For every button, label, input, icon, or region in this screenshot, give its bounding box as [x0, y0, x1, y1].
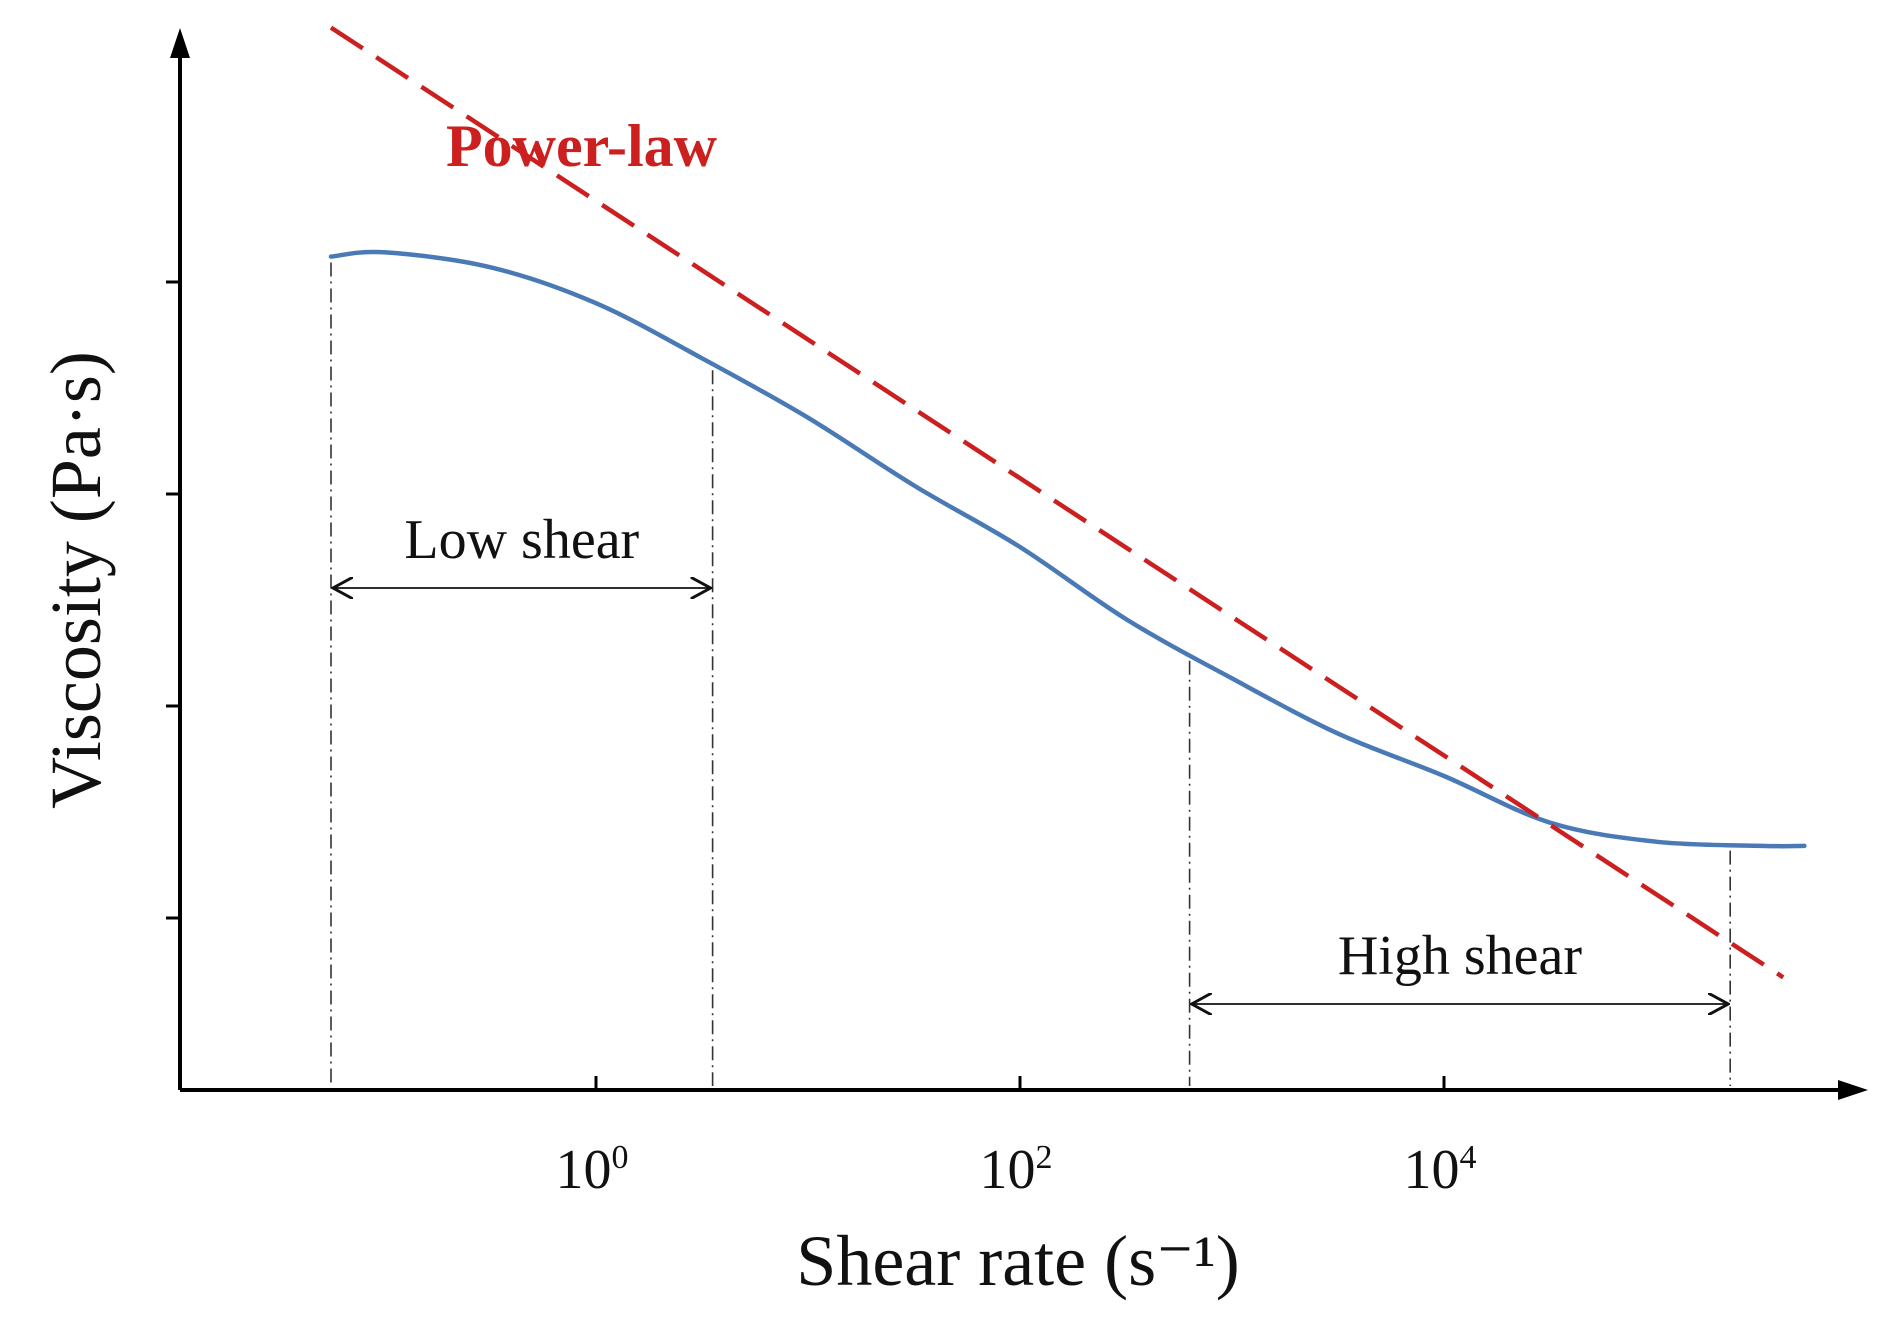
y-axis-title: Viscosity (Pa·s) — [36, 351, 116, 809]
x-tick-label: 100 — [556, 1139, 629, 1201]
power-law-label: Power-law — [446, 113, 718, 179]
x-axis-title: Shear rate (s⁻¹) — [796, 1221, 1239, 1301]
x-tick-label: 104 — [1404, 1139, 1477, 1201]
x-axis-arrowhead — [1838, 1080, 1868, 1100]
y-axis-ticks — [166, 280, 180, 920]
y-axis-arrowhead — [170, 28, 190, 58]
series-layer — [328, 25, 1807, 980]
viscosity-curve-line — [328, 249, 1807, 849]
power-law-line — [329, 25, 1785, 980]
region-guides — [330, 262, 1731, 1086]
x-axis-ticks: 100 102 104 — [556, 1076, 1477, 1201]
high-shear-label: High shear — [1338, 925, 1583, 987]
low-shear-label: Low shear — [404, 509, 639, 571]
region-annotations: Low shear High shear — [333, 509, 1728, 1004]
x-tick-label: 102 — [980, 1139, 1053, 1201]
